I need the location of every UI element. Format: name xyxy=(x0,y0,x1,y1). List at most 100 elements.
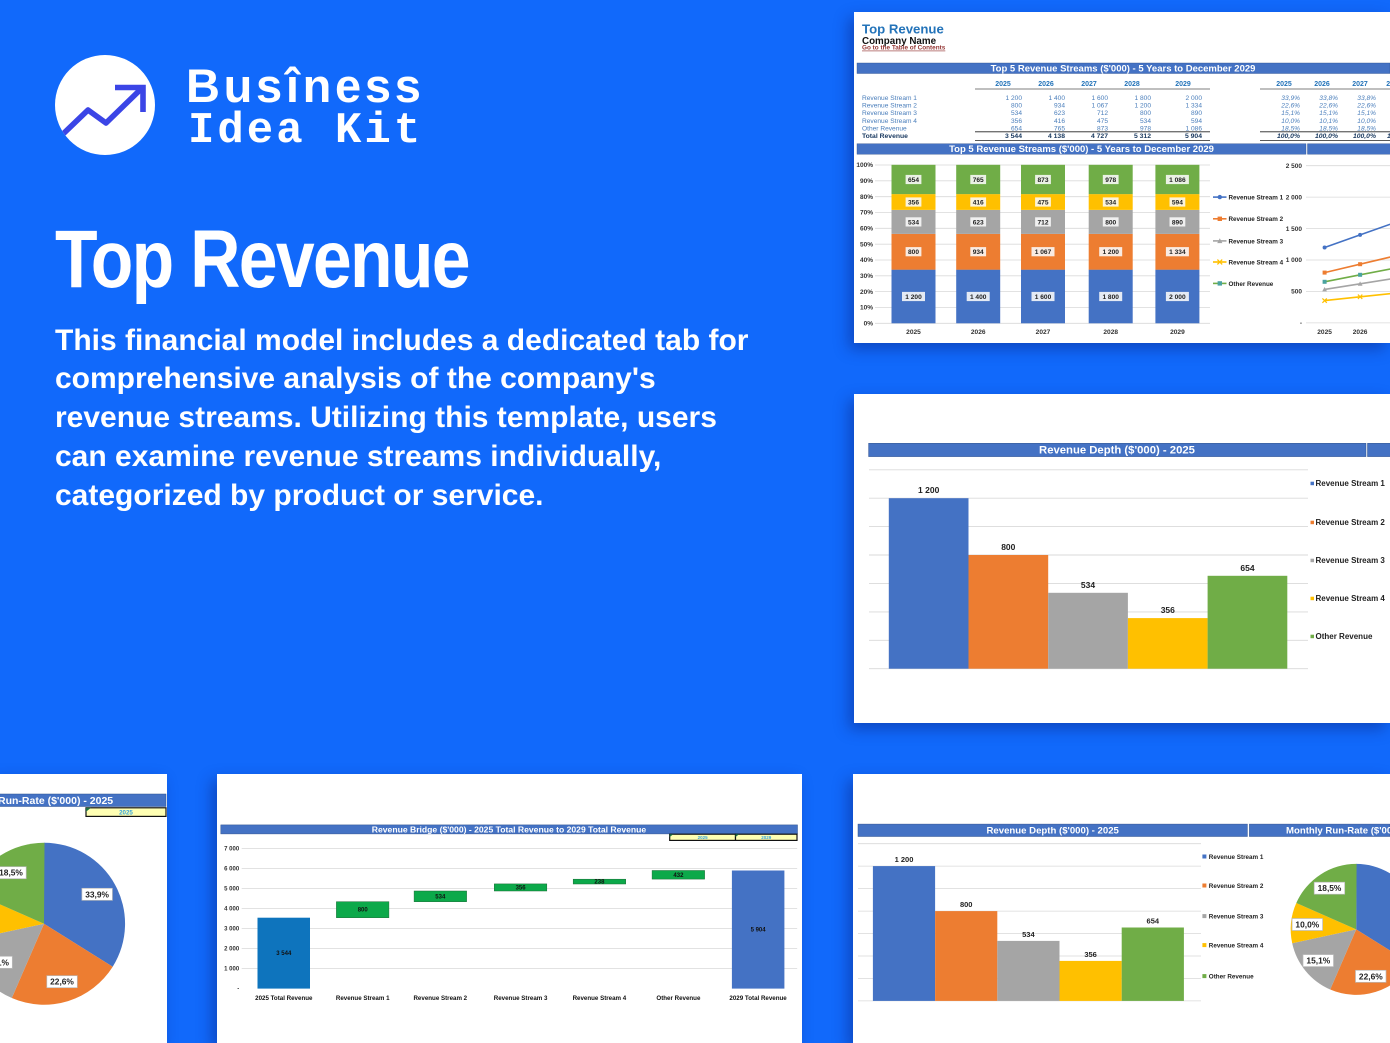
svg-text:Revenue Bridge ($'000) - 2025: Revenue Bridge ($'000) - 2025 Total Reve… xyxy=(372,824,647,834)
svg-text:Revenue Stream 3: Revenue Stream 3 xyxy=(1229,238,1284,245)
svg-text:2029: 2029 xyxy=(1175,81,1191,88)
svg-text:Revenue Stream 2: Revenue Stream 2 xyxy=(1316,518,1386,527)
svg-text:2027: 2027 xyxy=(1036,329,1051,336)
svg-text:4 000: 4 000 xyxy=(224,907,240,913)
svg-text:1 200: 1 200 xyxy=(905,294,922,301)
svg-text:934: 934 xyxy=(973,249,984,256)
svg-text:Revenue Stream 1: Revenue Stream 1 xyxy=(1316,479,1386,488)
svg-text:Revenue Stream 1: Revenue Stream 1 xyxy=(1209,854,1264,861)
svg-text:Monthly Run-Rate ($'000) - 202: Monthly Run-Rate ($'000) - 2025 xyxy=(0,795,113,807)
svg-text:Other Revenue: Other Revenue xyxy=(1229,281,1274,288)
svg-text:3 544: 3 544 xyxy=(276,951,292,957)
svg-text:873: 873 xyxy=(1097,125,1108,132)
svg-text:4 727: 4 727 xyxy=(1091,133,1108,140)
svg-text:534: 534 xyxy=(435,894,446,900)
svg-text:30%: 30% xyxy=(860,273,873,280)
svg-text:70%: 70% xyxy=(860,210,873,217)
svg-text:594: 594 xyxy=(1191,118,1202,125)
svg-text:10,1%: 10,1% xyxy=(1319,118,1338,125)
svg-text:534: 534 xyxy=(1081,580,1095,590)
svg-text:712: 712 xyxy=(1097,110,1108,117)
svg-text:22,6%: 22,6% xyxy=(1356,103,1376,110)
svg-text:Go to the Table of Contents: Go to the Table of Contents xyxy=(862,45,946,52)
svg-text:Other Revenue: Other Revenue xyxy=(1209,974,1254,981)
svg-text:18,5%: 18,5% xyxy=(1281,125,1300,132)
svg-text:356: 356 xyxy=(1084,950,1097,959)
svg-text:2 000: 2 000 xyxy=(1185,95,1202,102)
svg-text:Revenue Depth ($'000) - 2025: Revenue Depth ($'000) - 2025 xyxy=(1039,445,1195,457)
svg-text:978: 978 xyxy=(1105,177,1116,184)
svg-text:765: 765 xyxy=(973,177,984,184)
svg-text:1 000: 1 000 xyxy=(1286,257,1303,264)
svg-text:33,9%: 33,9% xyxy=(1281,95,1300,102)
svg-text:1 800: 1 800 xyxy=(1102,294,1119,301)
svg-text:416: 416 xyxy=(1054,118,1065,125)
svg-text:1 067: 1 067 xyxy=(1035,249,1052,256)
svg-text:934: 934 xyxy=(1054,103,1065,110)
svg-text:800: 800 xyxy=(908,249,919,256)
svg-text:Revenue Stream 3: Revenue Stream 3 xyxy=(1316,556,1386,565)
svg-text:500: 500 xyxy=(1291,289,1302,296)
svg-text:654: 654 xyxy=(908,177,919,184)
svg-text:18,5%: 18,5% xyxy=(1357,125,1376,132)
svg-text:432: 432 xyxy=(673,873,684,879)
svg-text:Revenue Stream 3: Revenue Stream 3 xyxy=(862,110,917,117)
svg-text:1 400: 1 400 xyxy=(1048,95,1065,102)
svg-text:2025: 2025 xyxy=(995,81,1011,88)
svg-text:Revenue Stream 4: Revenue Stream 4 xyxy=(1316,594,1386,603)
svg-text:Total Revenue: Total Revenue xyxy=(862,133,908,140)
svg-text:654: 654 xyxy=(1011,125,1022,132)
svg-text:Revenue Stream 3: Revenue Stream 3 xyxy=(1209,914,1264,921)
svg-text:33,9%: 33,9% xyxy=(85,889,109,899)
svg-text:534: 534 xyxy=(908,219,919,226)
svg-text:800: 800 xyxy=(960,900,973,909)
svg-text:2026: 2026 xyxy=(971,329,986,336)
svg-text:356: 356 xyxy=(516,886,527,892)
svg-text:2025: 2025 xyxy=(906,329,921,336)
svg-text:22,6%: 22,6% xyxy=(1280,103,1300,110)
svg-text:3 000: 3 000 xyxy=(224,927,240,933)
svg-text:2029: 2029 xyxy=(761,835,772,840)
svg-text:800: 800 xyxy=(358,908,369,914)
svg-text:1 067: 1 067 xyxy=(1091,103,1108,110)
svg-text:Top Revenue: Top Revenue xyxy=(862,22,944,37)
svg-text:356: 356 xyxy=(908,199,919,206)
svg-text:2027: 2027 xyxy=(1081,81,1097,88)
svg-text:10%: 10% xyxy=(860,305,873,312)
svg-text:2026: 2026 xyxy=(1314,81,1330,88)
svg-text:765: 765 xyxy=(1054,125,1065,132)
svg-text:60%: 60% xyxy=(860,226,873,233)
svg-text:5 000: 5 000 xyxy=(224,887,240,893)
svg-text:2029 Total Revenue: 2029 Total Revenue xyxy=(729,995,787,1002)
svg-text:10,0%: 10,0% xyxy=(1357,118,1376,125)
svg-text:100,0%: 100,0% xyxy=(1315,133,1338,140)
svg-text:90%: 90% xyxy=(860,178,873,185)
svg-text:18,5%: 18,5% xyxy=(0,868,23,878)
svg-text:33,8%: 33,8% xyxy=(1319,95,1338,102)
svg-text:2028: 2028 xyxy=(1103,329,1118,336)
svg-text:Revenue Stream 2: Revenue Stream 2 xyxy=(1229,216,1284,223)
svg-text:1 600: 1 600 xyxy=(1035,294,1052,301)
svg-text:1 086: 1 086 xyxy=(1169,177,1186,184)
svg-text:2028: 2028 xyxy=(1124,81,1140,88)
svg-text:238: 238 xyxy=(594,880,605,886)
svg-text:10,0%: 10,0% xyxy=(1295,920,1319,930)
svg-text:1 200: 1 200 xyxy=(1005,95,1022,102)
svg-text:356: 356 xyxy=(1011,118,1022,125)
svg-text:7 000: 7 000 xyxy=(224,847,240,853)
svg-text:534: 534 xyxy=(1011,110,1022,117)
svg-text:800: 800 xyxy=(1105,219,1116,226)
svg-text:80%: 80% xyxy=(860,194,873,201)
svg-text:Revenue Stream 2: Revenue Stream 2 xyxy=(862,103,917,110)
svg-text:100,0%: 100,0% xyxy=(1387,133,1390,140)
svg-text:Revenue Stream 1: Revenue Stream 1 xyxy=(862,95,917,102)
svg-text:15,1%: 15,1% xyxy=(0,957,10,967)
svg-text:890: 890 xyxy=(1172,219,1183,226)
svg-text:Revenue Stream 1: Revenue Stream 1 xyxy=(336,995,390,1002)
svg-text:Revenue Depth ($'000) - 2025: Revenue Depth ($'000) - 2025 xyxy=(987,826,1120,837)
svg-text:873: 873 xyxy=(1037,177,1048,184)
svg-text:1 086: 1 086 xyxy=(1185,125,1202,132)
svg-text:800: 800 xyxy=(1011,103,1022,110)
svg-text:-: - xyxy=(237,987,239,993)
svg-text:2026: 2026 xyxy=(1038,81,1054,88)
